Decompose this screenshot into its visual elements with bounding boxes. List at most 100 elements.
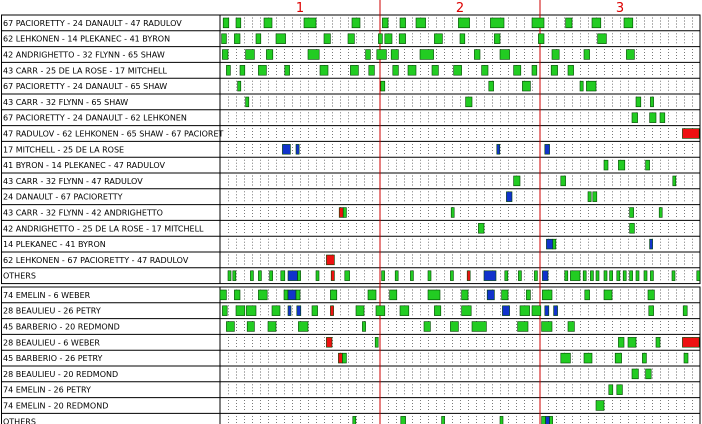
shift-blue [544,305,550,316]
shift-blue [282,144,291,155]
shift-green [564,270,569,281]
shift-green [461,289,469,301]
shift-green [603,270,608,281]
shift-green [614,352,622,364]
shift-green [298,321,309,332]
row-label: 24 DANAULT - 67 PACIORETTY [3,193,123,202]
shift-blue [553,305,558,316]
period-headers: 1 2 3 [296,1,624,16]
shift-green [450,207,455,218]
shift-green [490,17,505,29]
shift-green [235,305,246,316]
shift-green [513,175,521,187]
shift-green [284,65,290,76]
shift-green [384,33,393,44]
minute-dots [228,17,693,423]
shift-green [263,17,273,29]
shift-green [504,270,509,281]
shift-green [221,33,227,44]
shift-green [227,270,232,281]
shift-green [382,17,389,29]
shift-green [232,270,237,281]
shift-green [381,270,385,281]
shift-green [258,289,268,301]
row-label: 74 EMELIN - 26 PETRY [3,386,91,395]
row-label: 43 CARR - 32 FLYNN - 42 ANDRIGHETTO [3,209,163,218]
shift-green [541,321,553,332]
shift-green [368,65,375,76]
shift-green [350,65,359,76]
group-border [1,14,701,285]
shift-green [478,223,485,234]
shift-green [407,65,417,76]
shift-green [627,337,637,348]
shift-green [374,337,379,348]
shift-green [618,337,625,348]
shift-green [567,65,574,76]
shift-green [526,289,531,301]
row-label: 45 BARBERIO - 26 PETRY [3,354,103,363]
shift-green [234,33,241,44]
shift-green [423,321,431,332]
shift-green [267,321,277,332]
shift-green [419,49,434,60]
shift-green [645,159,650,171]
shift-green [501,289,509,301]
shift-red [338,207,344,218]
shift-green [390,49,399,60]
shift-green [342,352,347,364]
shift-green [597,33,607,44]
shift-green [303,17,317,29]
shift-green [347,33,355,44]
shift-green [582,270,587,281]
shift-green [481,65,489,76]
shift-green [560,175,566,187]
shift-green [269,270,273,281]
shift-green [616,270,621,281]
shift-blue [542,270,549,281]
shift-blue [502,305,510,316]
shift-green [246,305,257,316]
period-dividers [379,0,541,424]
period-header: 2 [456,1,464,16]
shift-red [338,352,343,364]
shift-green [542,289,553,301]
shift-green [499,416,504,424]
shift-green [245,96,250,108]
shift-blue [287,289,297,301]
shift-green [671,270,676,281]
shift-green [400,416,406,424]
shift-green [650,96,654,108]
shift-green [323,33,331,44]
shift-green [283,289,289,301]
shift-blue [486,289,495,301]
shift-red [330,270,335,281]
shift-green [584,289,590,301]
shift-blue [287,270,298,281]
shift-green [275,33,286,44]
shift-green [531,65,538,76]
row-label: OTHERS [3,272,36,281]
row-label: 67 PACIORETTY - 24 DANAULT - 47 RADULOV [3,19,182,28]
shift-green [649,112,657,123]
row-label: 43 CARR - 25 DE LA ROSE - 17 MITCHELL [3,66,167,75]
shift-green [258,65,267,76]
shift-green [650,270,654,281]
shift-green [549,416,553,424]
shift-blue [545,416,550,424]
shift-green [541,416,546,424]
shift-green [319,65,329,76]
shift-green [592,191,598,202]
shift-green [219,289,227,301]
shift-green [280,270,286,281]
row-labels: 67 PACIORETTY - 24 DANAULT - 47 RADULOV 6… [3,19,224,424]
shift-green [682,305,688,316]
shift-green [245,49,255,60]
row-label: 67 PACIORETTY - 24 DANAULT - 65 SHAW [3,82,167,91]
shift-green [342,207,347,218]
group-border [1,286,701,424]
row-label: 43 CARR - 32 FLYNN - 47 RADULOV [3,177,143,186]
row-label: 67 PACIORETTY - 24 DANAULT - 62 LEHKONEN [3,114,187,123]
shift-green [658,207,663,218]
shift-green [351,17,361,29]
